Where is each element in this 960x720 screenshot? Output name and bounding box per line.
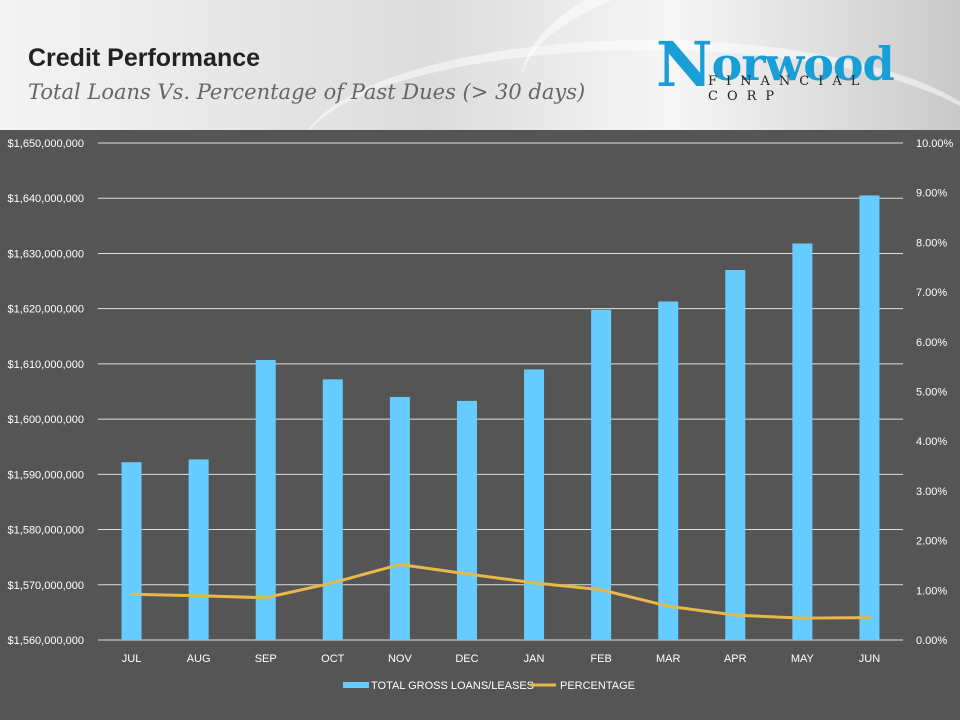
bar-feb <box>591 309 612 640</box>
y-left-tick-label: $1,570,000,000 <box>8 580 84 592</box>
page-subtitle: Total Loans Vs. Percentage of Past Dues … <box>28 80 586 104</box>
x-tick-label: NOV <box>388 653 413 665</box>
x-tick-label: JAN <box>524 653 545 665</box>
y-right-tick-label: 6.00% <box>916 337 947 349</box>
x-tick-label: SEP <box>255 653 277 665</box>
x-tick-label: FEB <box>590 653 611 665</box>
legend: TOTAL GROSS LOANS/LEASES PERCENTAGE <box>343 680 635 692</box>
bar-jan <box>524 369 545 640</box>
y-right-tick-label: 9.00% <box>916 188 947 200</box>
percentage-point-mar <box>666 604 670 608</box>
percentage-line <box>131 562 870 620</box>
percentage-point-nov <box>398 562 402 566</box>
x-tick-label: OCT <box>321 653 345 665</box>
y-right-tick-label: 1.00% <box>916 585 947 597</box>
y-right-tick-label: 8.00% <box>916 237 947 249</box>
x-tick-label: AUG <box>187 653 211 665</box>
header-banner: Credit Performance Total Loans Vs. Perce… <box>0 0 960 130</box>
percentage-point-oct <box>331 581 335 585</box>
y-right-tick-label: 4.00% <box>916 436 947 448</box>
bar-apr <box>725 270 746 640</box>
y-right-tick-label: 2.00% <box>916 536 947 548</box>
y-left-tick-label: $1,600,000,000 <box>8 414 84 426</box>
bar-series <box>121 195 880 640</box>
y-left-tick-label: $1,630,000,000 <box>8 248 84 260</box>
percentage-point-may <box>800 616 804 620</box>
gridlines <box>98 142 903 641</box>
percentage-point-dec <box>465 572 469 576</box>
x-tick-label: APR <box>724 653 747 665</box>
bar-sep <box>255 360 276 640</box>
x-tick-label: MAR <box>656 653 681 665</box>
y-right-tick-label: 0.00% <box>916 635 947 647</box>
percentage-point-jan <box>532 581 536 585</box>
y-right-tick-label: 5.00% <box>916 387 947 399</box>
bar-jun <box>859 195 880 640</box>
legend-label-percentage: PERCENTAGE <box>560 680 635 692</box>
x-tick-label: MAY <box>791 653 815 665</box>
legend-label-loans: TOTAL GROSS LOANS/LEASES <box>371 680 534 692</box>
norwood-logo: Norwood FINANCIAL CORP <box>650 28 940 104</box>
x-axis-ticks: JUL AUG SEP OCT NOV DEC JAN FEB MAR APR MAY JUN <box>122 653 880 665</box>
percentage-point-jun <box>867 616 871 620</box>
y-left-tick-label: $1,590,000,000 <box>8 469 84 481</box>
y-left-tick-label: $1,650,000,000 <box>8 138 84 150</box>
page-title: Credit Performance <box>28 44 261 72</box>
y-left-tick-label: $1,560,000,000 <box>8 635 84 647</box>
percentage-point-apr <box>733 613 737 617</box>
left-axis-ticks: $1,560,000,000 $1,570,000,000 $1,580,000,0… <box>8 138 84 647</box>
bar-oct <box>322 379 343 640</box>
percentage-point-feb <box>599 588 603 592</box>
y-right-tick-label: 7.00% <box>916 287 947 299</box>
x-tick-label: JUN <box>859 653 880 665</box>
y-left-tick-label: $1,580,000,000 <box>8 525 84 537</box>
logo-tagline: FINANCIAL CORP <box>708 74 869 104</box>
y-left-tick-label: $1,640,000,000 <box>8 193 84 205</box>
y-right-tick-label: 10.00% <box>916 138 954 150</box>
logo-wordmark: Norwood <box>656 28 895 101</box>
bar-may <box>792 243 813 640</box>
bar-aug <box>188 459 209 640</box>
x-tick-label: JUL <box>122 653 142 665</box>
y-right-tick-label: 3.00% <box>916 486 947 498</box>
legend-swatch-bar <box>343 682 369 688</box>
bar-jul <box>121 462 142 640</box>
bar-dec <box>456 400 477 640</box>
y-left-tick-label: $1,610,000,000 <box>8 359 84 371</box>
line-series <box>130 562 871 620</box>
bar-nov <box>389 397 410 640</box>
x-tick-label: DEC <box>455 653 478 665</box>
header-swoosh <box>300 40 960 130</box>
percentage-point-aug <box>197 594 201 598</box>
percentage-point-jul <box>130 592 134 596</box>
bar-mar <box>658 301 679 640</box>
y-left-tick-label: $1,620,000,000 <box>8 304 84 316</box>
percentage-point-sep <box>264 596 268 600</box>
right-axis-ticks: 0.00% 1.00% 2.00% 3.00% 4.00% 5.00% 6.00% 7.00%… <box>916 138 954 647</box>
